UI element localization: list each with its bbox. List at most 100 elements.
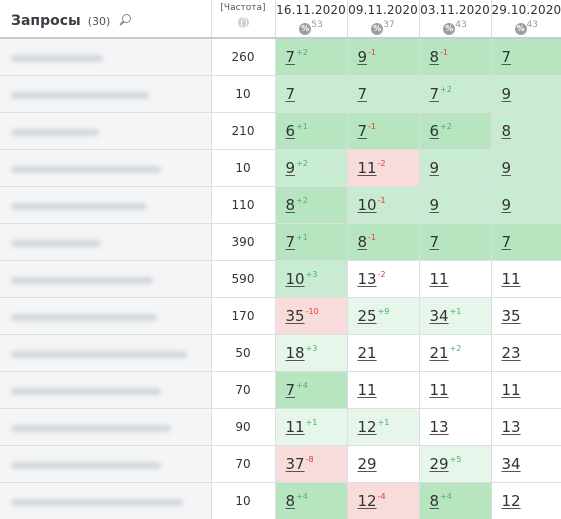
position-change: +4 — [296, 492, 308, 501]
query-cell[interactable] — [0, 334, 212, 372]
position-link[interactable]: 7 — [357, 85, 368, 103]
position-link[interactable]: 35 — [285, 307, 305, 325]
position-link[interactable]: 7 — [501, 233, 512, 251]
position-change: +1 — [377, 418, 390, 427]
position-cell: 13 — [419, 408, 492, 446]
query-cell[interactable] — [0, 445, 212, 483]
position-link[interactable]: 11 — [357, 381, 377, 399]
position-link[interactable]: 12 — [357, 418, 377, 436]
position-link[interactable]: 25 — [357, 307, 377, 325]
position-change: +1 — [449, 307, 462, 316]
position-link[interactable]: 7 — [285, 233, 296, 251]
position-link[interactable]: 9 — [501, 85, 512, 103]
position-link[interactable]: 11 — [357, 159, 377, 177]
query-cell[interactable] — [0, 371, 212, 409]
position-change: +2 — [296, 196, 308, 205]
position-link[interactable]: 9 — [501, 196, 512, 214]
position-cell: 6+2 — [419, 112, 492, 150]
position-change: +1 — [305, 418, 318, 427]
blurred-query-text — [11, 240, 101, 247]
position-link[interactable]: 12 — [501, 492, 521, 510]
position-cell: 7+2 — [275, 38, 348, 76]
position-link[interactable]: 8 — [429, 492, 440, 510]
date-column-header[interactable]: 09.11.2020 % 37 — [347, 0, 420, 39]
query-cell[interactable] — [0, 297, 212, 335]
position-link[interactable]: 29 — [357, 455, 377, 473]
position-link[interactable]: 34 — [501, 455, 521, 473]
position-link[interactable]: 9 — [429, 159, 440, 177]
query-cell[interactable] — [0, 38, 212, 76]
position-link[interactable]: 21 — [429, 344, 449, 362]
visibility-value: 37 — [383, 20, 395, 30]
position-link[interactable]: 7 — [285, 48, 296, 67]
query-cell[interactable] — [0, 149, 212, 187]
position-link[interactable]: 6 — [285, 122, 296, 140]
date-column-header[interactable]: 03.11.2020 % 43 — [419, 0, 492, 39]
position-link[interactable]: 23 — [501, 344, 521, 362]
position-link[interactable]: 7 — [429, 85, 440, 103]
position-link[interactable]: 34 — [429, 307, 449, 325]
position-link[interactable]: 13 — [501, 418, 521, 436]
frequency-cell: 170 — [211, 297, 276, 335]
position-link[interactable]: 7 — [429, 233, 440, 251]
table-row: 110 8+2 10-1 9 9 — [0, 186, 561, 224]
position-link[interactable]: 11 — [429, 381, 449, 399]
position-cell: 9 — [491, 75, 561, 113]
position-link[interactable]: 6 — [429, 122, 440, 140]
position-link[interactable]: 12 — [357, 492, 377, 510]
position-change: -1 — [368, 48, 377, 58]
position-link[interactable]: 35 — [501, 307, 521, 325]
position-cell: 18+3 — [275, 334, 348, 372]
position-link[interactable]: 13 — [429, 418, 449, 436]
position-cell: 7+4 — [275, 371, 348, 409]
position-link[interactable]: 8 — [429, 48, 440, 67]
position-link[interactable]: 10 — [285, 270, 305, 288]
queries-column-header[interactable]: Запросы (30) — [0, 0, 212, 39]
query-cell[interactable] — [0, 482, 212, 519]
position-link[interactable]: 7 — [285, 381, 296, 399]
position-link[interactable]: 18 — [285, 344, 305, 362]
position-link[interactable]: 11 — [285, 418, 305, 436]
position-cell: 9-1 — [347, 38, 420, 76]
frequency-cell: 70 — [211, 445, 276, 483]
query-cell[interactable] — [0, 112, 212, 150]
position-link[interactable]: 7 — [285, 85, 296, 103]
position-link[interactable]: 9 — [501, 159, 512, 177]
position-link[interactable]: 11 — [501, 270, 521, 288]
position-cell: 11 — [347, 371, 420, 409]
position-link[interactable]: 11 — [501, 381, 521, 399]
position-link[interactable]: 9 — [429, 196, 440, 214]
query-cell[interactable] — [0, 75, 212, 113]
position-link[interactable]: 8 — [357, 233, 368, 251]
query-cell[interactable] — [0, 186, 212, 224]
position-link[interactable]: 10 — [357, 196, 377, 214]
position-link[interactable]: 29 — [429, 455, 449, 473]
frequency-cell: 90 — [211, 408, 276, 446]
query-cell[interactable] — [0, 223, 212, 261]
position-cell: 13 — [491, 408, 561, 446]
frequency-column-header[interactable]: [Частота] — [211, 0, 276, 39]
position-cell: 6+1 — [275, 112, 348, 150]
date-column-header[interactable]: 16.11.2020 % 53 — [275, 0, 348, 39]
position-link[interactable]: 13 — [357, 270, 377, 288]
position-link[interactable]: 9 — [357, 48, 368, 67]
position-link[interactable]: 37 — [285, 455, 305, 473]
position-link[interactable]: 9 — [285, 159, 296, 177]
query-cell[interactable] — [0, 408, 212, 446]
position-link[interactable]: 8 — [285, 492, 296, 510]
date-column-header[interactable]: 29.10.2020 % 43 — [491, 0, 561, 39]
position-link[interactable]: 21 — [357, 344, 377, 362]
percent-icon: % — [514, 22, 527, 35]
position-link[interactable]: 11 — [429, 270, 449, 288]
search-icon[interactable] — [119, 14, 132, 26]
query-cell[interactable] — [0, 260, 212, 298]
position-change: +2 — [440, 122, 452, 131]
position-cell: 8+4 — [419, 482, 492, 519]
position-cell: 7 — [491, 223, 561, 261]
visibility-value: 43 — [526, 20, 538, 30]
position-link[interactable]: 8 — [501, 122, 512, 140]
position-change: +2 — [440, 85, 452, 94]
position-link[interactable]: 8 — [285, 196, 296, 214]
position-link[interactable]: 7 — [357, 122, 368, 140]
position-link[interactable]: 7 — [501, 48, 512, 67]
